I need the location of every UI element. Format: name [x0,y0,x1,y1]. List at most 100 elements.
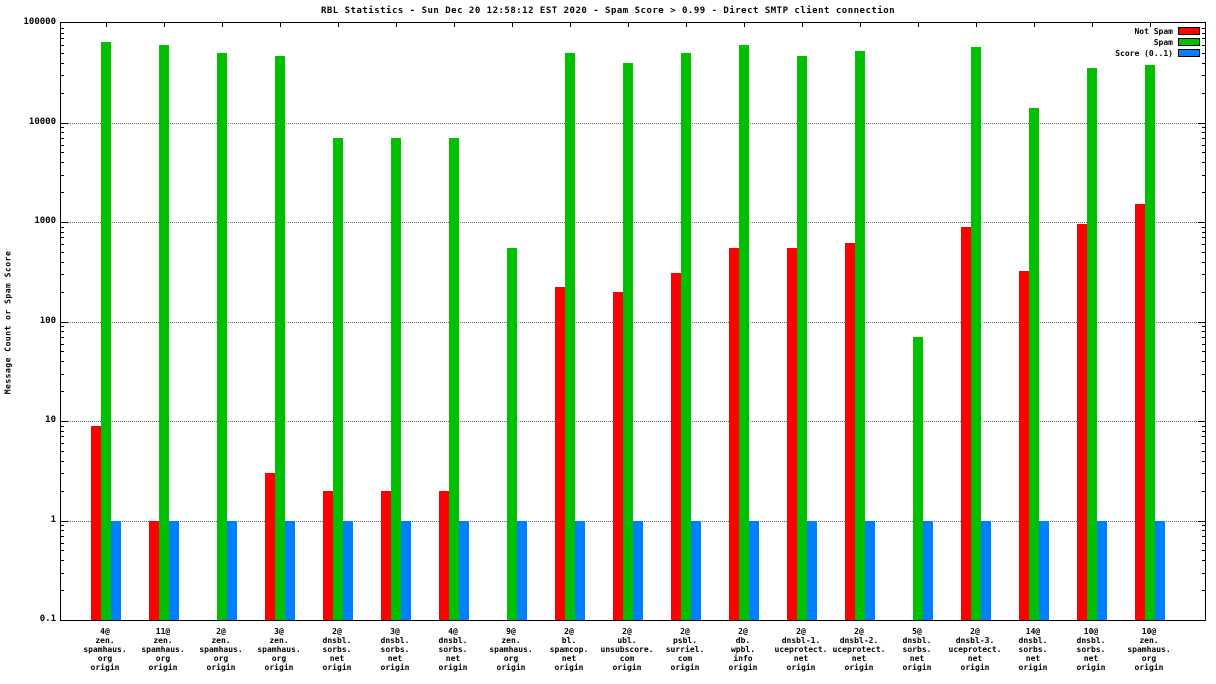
y-tick [1202,450,1205,452]
x-category-label: 10@ zen. spamhaus. org origin [1127,627,1171,672]
x-category-label: 5@ dnsbl. sorbs. net origin [902,627,932,672]
y-tick-label: 10000 [28,116,56,127]
bar-score-0-1 [1097,520,1107,620]
bar-score-0-1 [633,520,643,620]
bar-not-spam [1019,271,1029,620]
bar-score-0-1 [1039,520,1049,620]
y-tick [1202,237,1205,239]
bar-not-spam [787,247,797,620]
y-tick [61,132,64,134]
gridline [61,421,1205,422]
y-tick [61,162,64,164]
bar-spam [565,52,575,620]
x-tick [1092,23,1093,27]
y-tick [1202,27,1205,29]
y-tick [61,425,64,427]
y-tick [61,122,68,124]
y-tick [61,560,64,562]
y-tick [1202,361,1205,363]
x-category-label: 2@ dnsbl. sorbs. net origin [322,627,352,672]
y-tick [1202,336,1205,338]
bar-not-spam [671,272,681,620]
bar-not-spam [439,490,449,620]
y-tick-label: 10 [45,415,56,425]
y-tick [61,222,68,223]
y-tick [1202,530,1205,532]
y-tick [61,127,64,129]
y-tick [61,421,68,422]
y-tick [1202,542,1205,544]
y-tick [1202,62,1205,64]
y-tick [1202,443,1205,445]
y-tick [61,550,64,552]
y-tick [1202,430,1205,432]
bar-spam [913,336,923,620]
y-tick [61,351,64,353]
y-tick [61,443,64,445]
y-tick [1202,162,1205,164]
bar-spam [681,52,691,620]
bar-not-spam [1077,224,1087,620]
y-tick [1202,572,1205,574]
y-tick [1202,274,1205,276]
bar-spam [971,46,981,620]
y-tick [61,530,64,532]
legend-entry-not-spam: Not Spam [1115,26,1200,36]
x-category-label: 3@ dnsbl. sorbs. net origin [380,627,410,672]
bar-spam [507,247,517,620]
y-tick [61,430,64,432]
bar-spam [855,51,865,620]
x-category-label: 2@ zen. spamhaus. org origin [199,627,243,672]
legend-swatch-score [1178,49,1200,57]
bar-not-spam [729,247,739,620]
y-tick [1202,331,1205,333]
x-category-label: 2@ db. wpbl. info origin [728,627,758,672]
y-tick [61,291,64,293]
bar-spam [1087,68,1097,620]
y-tick [61,92,64,94]
bar-not-spam [845,242,855,620]
x-tick [1034,23,1035,27]
bar-not-spam [381,490,391,620]
x-category-label: 2@ dnsbl-1. uceprotect. net origin [774,627,828,672]
x-tick [744,23,745,27]
x-tick [222,23,223,27]
bar-score-0-1 [807,520,817,620]
y-tick [61,137,64,139]
y-tick [61,226,64,228]
bar-not-spam [149,520,159,620]
y-tick [1202,326,1205,328]
y-tick-label: 0.1 [39,614,56,624]
chart-title: RBL Statistics - Sun Dec 20 12:58:12 EST… [320,6,896,16]
x-category-label: 2@ ubl. unsubscore. com origin [600,627,654,672]
y-tick [1202,45,1205,47]
bar-score-0-1 [575,520,585,620]
y-tick [1198,520,1205,522]
y-tick [61,535,64,537]
x-tick [802,23,803,27]
y-tick [61,152,64,154]
y-tick [1202,436,1205,438]
x-category-label: 14@ dnsbl. sorbs. net origin [1018,627,1048,672]
x-tick [454,23,455,27]
bar-score-0-1 [459,520,469,620]
y-tick [1202,473,1205,475]
bar-score-0-1 [285,520,295,620]
y-tick [1202,460,1205,462]
x-tick [164,23,165,27]
y-tick [61,75,64,77]
y-tick [1202,550,1205,552]
y-tick [1202,560,1205,562]
x-category-label: 11@ zen. spamhaus. org origin [141,627,185,672]
y-tick [1202,38,1205,40]
plot-area: Not Spam Spam Score (0..1) [60,22,1206,621]
x-tick [860,23,861,27]
y-tick [1202,127,1205,129]
bar-score-0-1 [111,520,121,620]
y-tick [61,343,64,345]
y-tick [61,62,64,64]
y-tick [61,231,64,233]
y-tick [61,326,64,328]
bar-spam [797,55,807,620]
